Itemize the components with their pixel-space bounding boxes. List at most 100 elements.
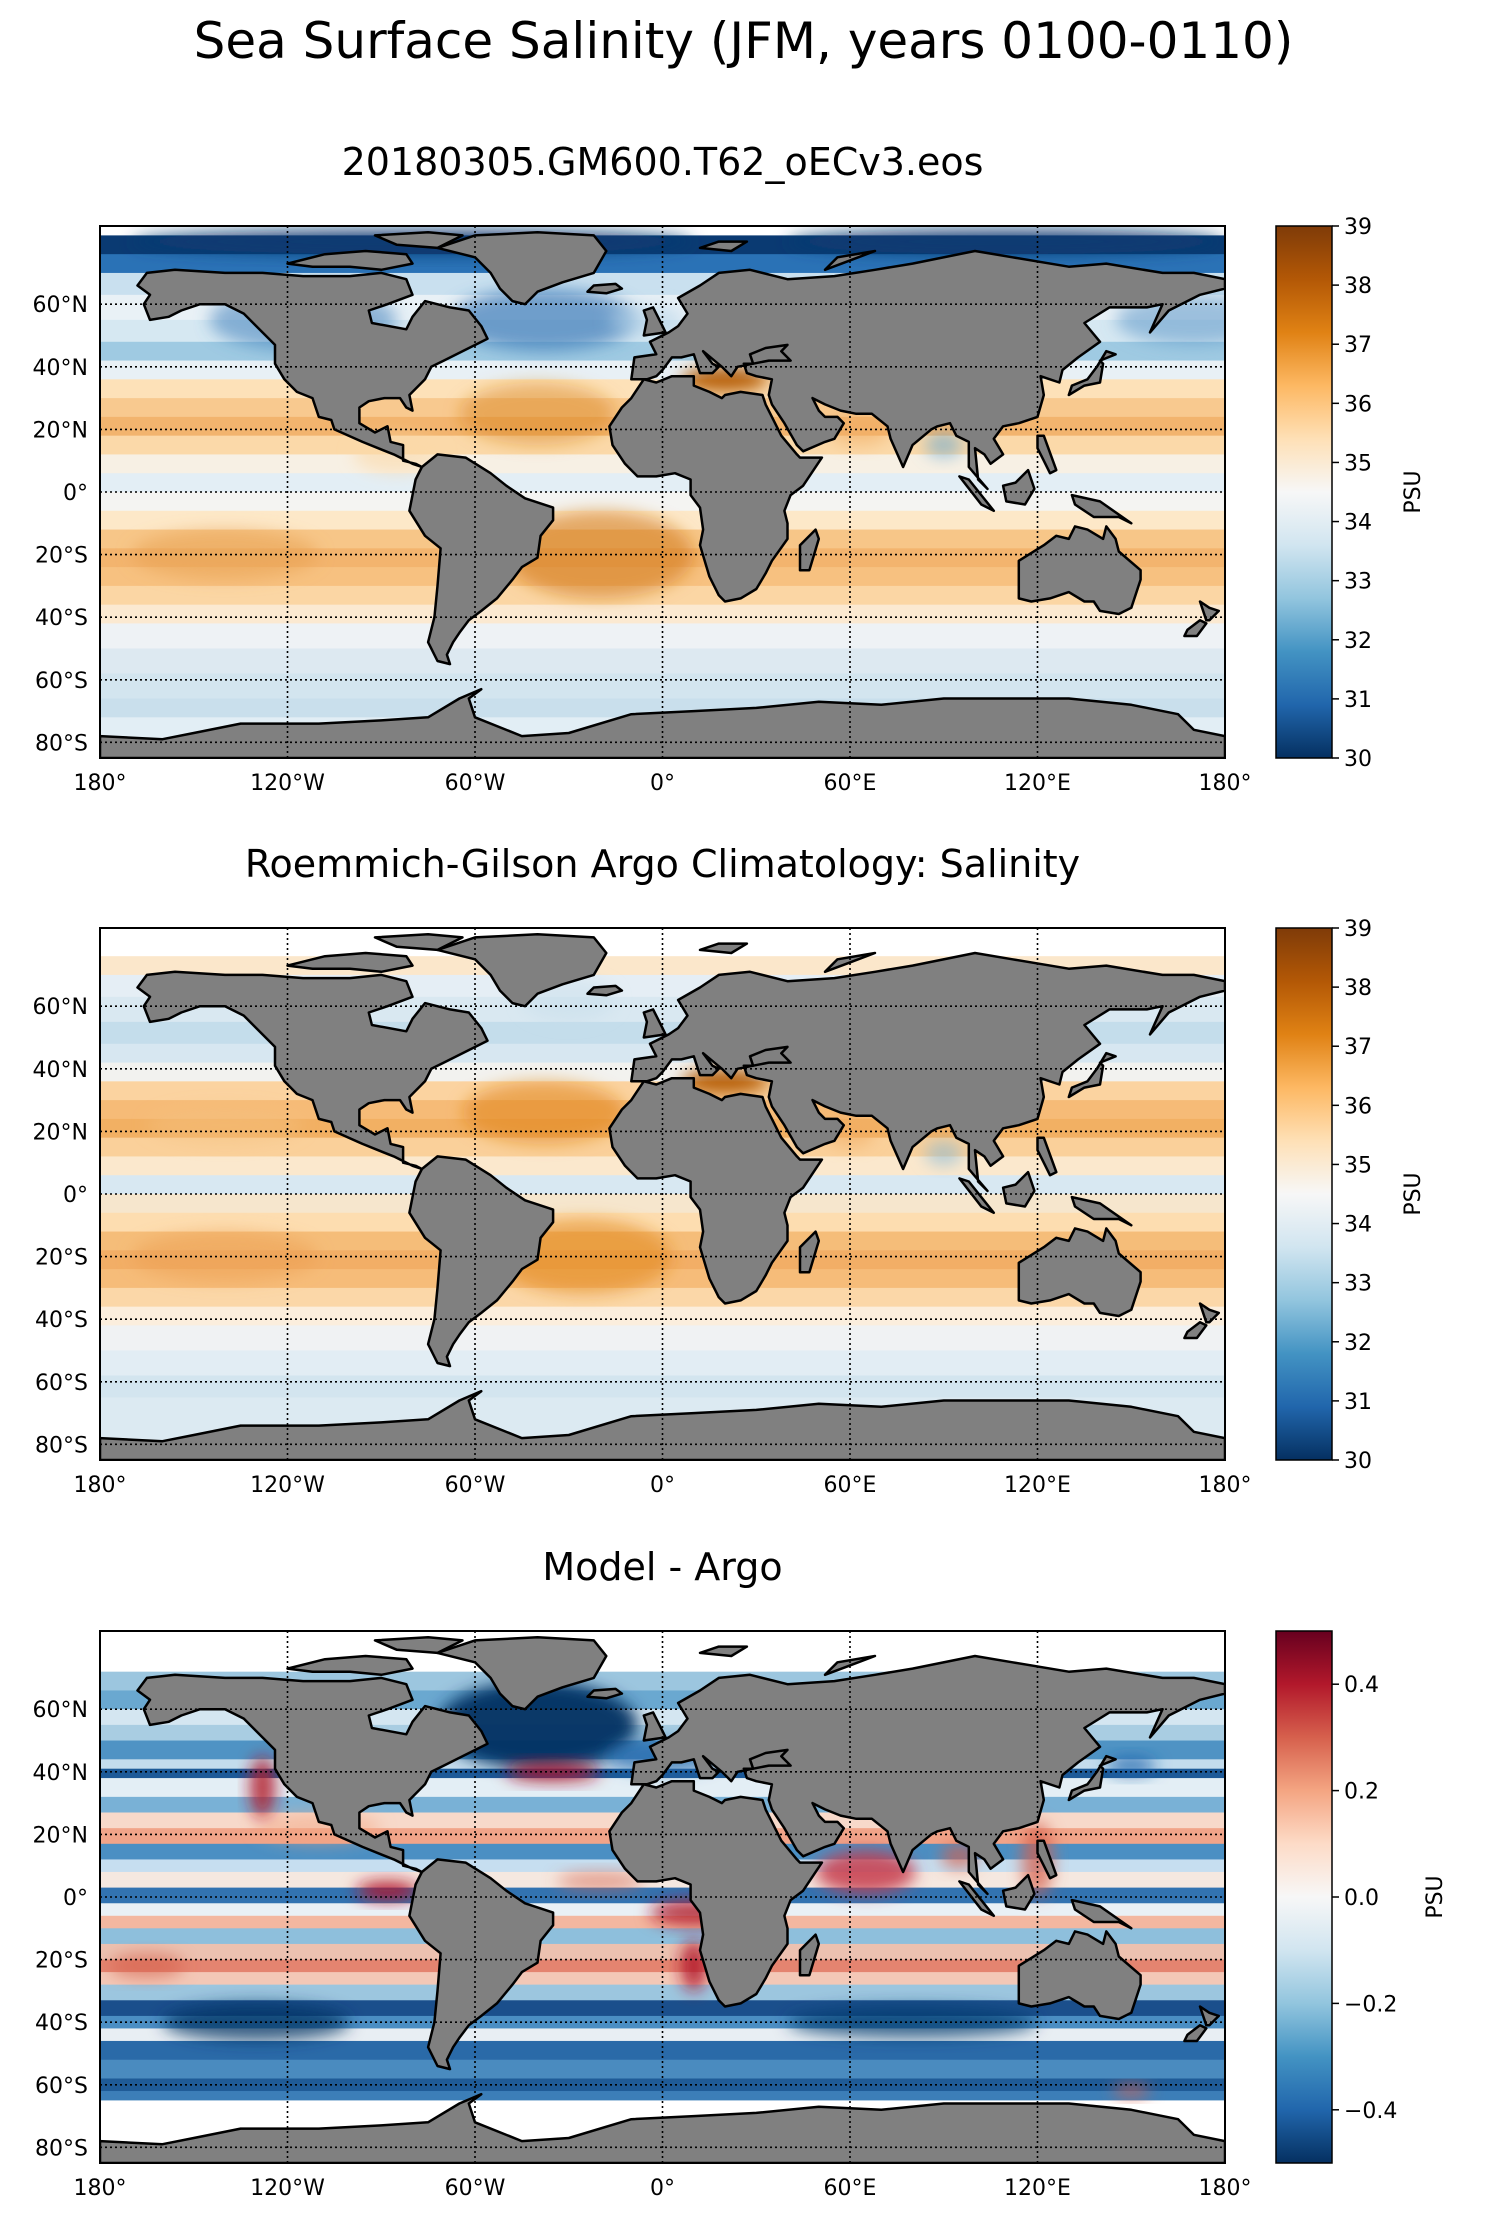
x-tick-label: 120°W bbox=[250, 2176, 325, 2201]
land-mass bbox=[1070, 1195, 1133, 1227]
colorbar-tick-label: 35 bbox=[1344, 1153, 1372, 1178]
x-tick-label: 60°E bbox=[824, 1473, 877, 1498]
salinity-field bbox=[100, 928, 1225, 1460]
field-band bbox=[100, 604, 1225, 624]
land-mass bbox=[408, 453, 555, 666]
land-mass bbox=[630, 249, 1225, 491]
land-mass bbox=[286, 249, 414, 272]
colorbar-label: PSU bbox=[1401, 470, 1426, 513]
field-feature bbox=[462, 1081, 625, 1144]
field-feature bbox=[250, 1756, 275, 1819]
colorbar-tick-label: 0.2 bbox=[1344, 1780, 1379, 1805]
land-mass bbox=[798, 1230, 821, 1274]
x-tick-label: 0° bbox=[650, 1473, 675, 1498]
land-mass bbox=[958, 475, 996, 513]
colorbar-tick-label: 32 bbox=[1344, 1331, 1372, 1356]
panel-2-title: Roemmich-Gilson Argo Climatology: Salini… bbox=[244, 842, 1081, 886]
map-frame bbox=[99, 927, 1226, 1461]
colorbar bbox=[1275, 1630, 1333, 2164]
colorbar-tick-label: 36 bbox=[1344, 392, 1372, 417]
land-mass bbox=[136, 970, 489, 1171]
land-mass bbox=[1067, 1051, 1117, 1099]
y-tick-label: 40°S bbox=[35, 1308, 88, 1333]
land-mass bbox=[1001, 468, 1036, 506]
land-mass bbox=[436, 1636, 608, 1711]
colorbar-tick-label: 34 bbox=[1344, 1213, 1372, 1238]
x-tick-label: 180° bbox=[74, 1473, 127, 1498]
y-tick-label: 60°N bbox=[33, 995, 88, 1020]
land-mass bbox=[1017, 1227, 1142, 1318]
y-tick-label: 60°S bbox=[35, 669, 88, 694]
x-tick-label: 120°E bbox=[1004, 1473, 1071, 1498]
colorbar bbox=[1275, 927, 1333, 1461]
y-tick-label: 0° bbox=[63, 481, 88, 506]
land-mass bbox=[630, 1654, 1225, 1896]
x-tick-label: 180° bbox=[1199, 2176, 1252, 2201]
colorbar-label: PSU bbox=[1423, 1875, 1448, 1918]
x-tick-label: 120°E bbox=[1004, 2176, 1071, 2201]
colorbar-tick-label: 31 bbox=[1344, 1390, 1372, 1415]
field-feature bbox=[925, 432, 963, 458]
land-mass bbox=[1183, 619, 1208, 638]
land-mass bbox=[1070, 1898, 1133, 1930]
y-tick-label: 40°S bbox=[35, 606, 88, 631]
field-band bbox=[100, 1972, 1225, 1986]
x-tick-label: 0° bbox=[650, 2176, 675, 2201]
land-mass bbox=[823, 951, 877, 974]
colorbar-tick-label: 39 bbox=[1344, 917, 1372, 942]
field-feature bbox=[815, 1850, 916, 1894]
land-mass bbox=[798, 528, 821, 572]
field-feature bbox=[146, 1106, 304, 1144]
land-mass bbox=[286, 951, 414, 974]
land-mass bbox=[1036, 434, 1058, 475]
salinity-field bbox=[100, 1631, 1225, 2163]
colorbar-tick-label: 31 bbox=[1344, 688, 1372, 713]
y-tick-label: 40°S bbox=[35, 2011, 88, 2036]
y-tick-label: 0° bbox=[63, 1886, 88, 1911]
land-mass bbox=[823, 249, 877, 272]
field-band bbox=[100, 2091, 1225, 2101]
y-tick-label: 80°S bbox=[35, 2136, 88, 2161]
map-frame bbox=[99, 1630, 1226, 2164]
land-mass bbox=[136, 1673, 489, 1874]
land-mass bbox=[1183, 1321, 1208, 1340]
panel-1-title: 20180305.GM600.T62_oECv3.eos bbox=[341, 140, 984, 184]
land-mass bbox=[286, 1654, 414, 1677]
land-mass bbox=[642, 1711, 667, 1742]
y-tick-label: 20°N bbox=[33, 418, 88, 443]
land-mass bbox=[373, 1636, 464, 1655]
field-band bbox=[100, 937, 1225, 957]
x-tick-label: 60°W bbox=[445, 2176, 506, 2201]
field-feature bbox=[356, 1881, 419, 1901]
land-mass bbox=[436, 933, 608, 1008]
y-tick-label: 60°S bbox=[35, 2074, 88, 2099]
colorbar-tick-label: 38 bbox=[1344, 274, 1372, 299]
field-band bbox=[100, 2040, 1225, 2061]
field-feature bbox=[556, 1871, 644, 1891]
x-tick-label: 120°W bbox=[250, 1473, 325, 1498]
colorbar-tick-label: 38 bbox=[1344, 976, 1372, 1001]
colorbar-tick-label: 32 bbox=[1344, 629, 1372, 654]
colorbar-tick-label: 30 bbox=[1344, 1449, 1372, 1474]
colorbar-tick-label: −0.2 bbox=[1344, 1992, 1397, 2017]
x-tick-label: 120°E bbox=[1004, 771, 1071, 796]
land-mass bbox=[408, 1155, 555, 1368]
colorbar-tick-label: 36 bbox=[1344, 1094, 1372, 1119]
land-mass bbox=[586, 1687, 624, 1700]
colorbar-tick-label: 37 bbox=[1344, 1035, 1372, 1060]
y-tick-label: 20°N bbox=[33, 1120, 88, 1145]
x-tick-label: 60°E bbox=[824, 771, 877, 796]
land-mass bbox=[1017, 1930, 1142, 2021]
y-tick-label: 80°S bbox=[35, 1433, 88, 1458]
land-mass bbox=[1067, 349, 1117, 397]
field-feature bbox=[1106, 1756, 1157, 1775]
land-mass bbox=[958, 1880, 996, 1918]
land-mass bbox=[698, 942, 749, 955]
field-feature bbox=[925, 1140, 963, 1166]
land-mass bbox=[823, 1654, 877, 1677]
panel-3-title: Model - Argo bbox=[542, 1545, 783, 1589]
y-tick-label: 60°S bbox=[35, 1371, 88, 1396]
y-tick-label: 20°S bbox=[35, 1246, 88, 1271]
x-tick-label: 180° bbox=[1199, 771, 1252, 796]
